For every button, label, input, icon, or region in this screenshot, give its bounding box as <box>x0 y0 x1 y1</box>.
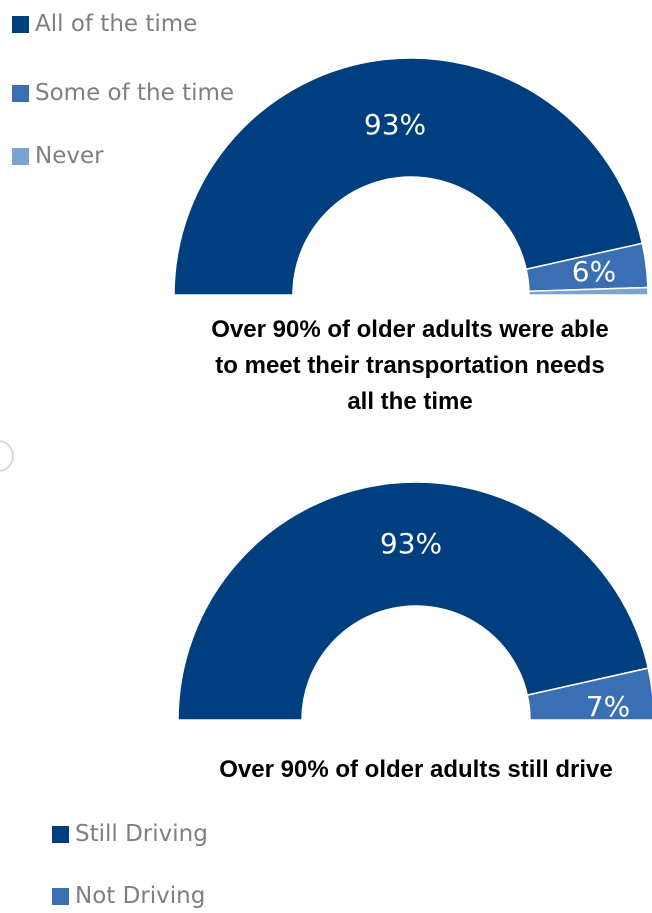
donut-driving: 93% 7% <box>177 481 652 723</box>
legend-swatch-not-driving <box>52 887 69 905</box>
legend-label-all-of-the-time: All of the time <box>35 10 198 37</box>
legend-swatch-still-driving <box>52 825 69 843</box>
legend-label-still-driving: Still Driving <box>75 820 208 847</box>
legend-label-not-driving: Not Driving <box>75 882 206 909</box>
donut-slice-not-driving <box>526 667 652 721</box>
donut-transportation: 93% 6% <box>173 57 649 296</box>
donut-slice-never <box>528 286 649 296</box>
legend-entry-not-driving: Not Driving <box>52 882 208 910</box>
legend-label-some-of-the-time: Some of the time <box>35 79 235 106</box>
legend-driving: Still Driving Not Driving <box>52 820 208 910</box>
legend-swatch-never <box>12 147 29 165</box>
caption-transportation: Over 90% of older adults were able to me… <box>211 316 609 415</box>
data-label-all-of-the-time: 93% <box>364 108 426 141</box>
donut-slice-all-of-the-time <box>173 57 644 296</box>
legend-label-never: Never <box>35 142 104 169</box>
data-label-not-driving: 7% <box>586 690 630 723</box>
caption-driving: Over 90% of older adults still drive <box>219 756 613 783</box>
donut-slice-still-driving <box>177 481 650 721</box>
legend-transportation: All of the time Some of the time Never <box>12 10 234 170</box>
legend-entry-still-driving: Still Driving <box>52 820 208 848</box>
data-label-still-driving: 93% <box>380 527 442 560</box>
data-label-some-of-the-time: 6% <box>572 255 616 288</box>
legend-swatch-some-of-the-time <box>12 84 29 102</box>
legend-entry-some-of-the-time: Some of the time <box>12 79 234 107</box>
legend-swatch-all-of-the-time <box>12 15 29 33</box>
legend-entry-never: Never <box>12 142 234 170</box>
legend-entry-all-of-the-time: All of the time <box>12 10 234 38</box>
